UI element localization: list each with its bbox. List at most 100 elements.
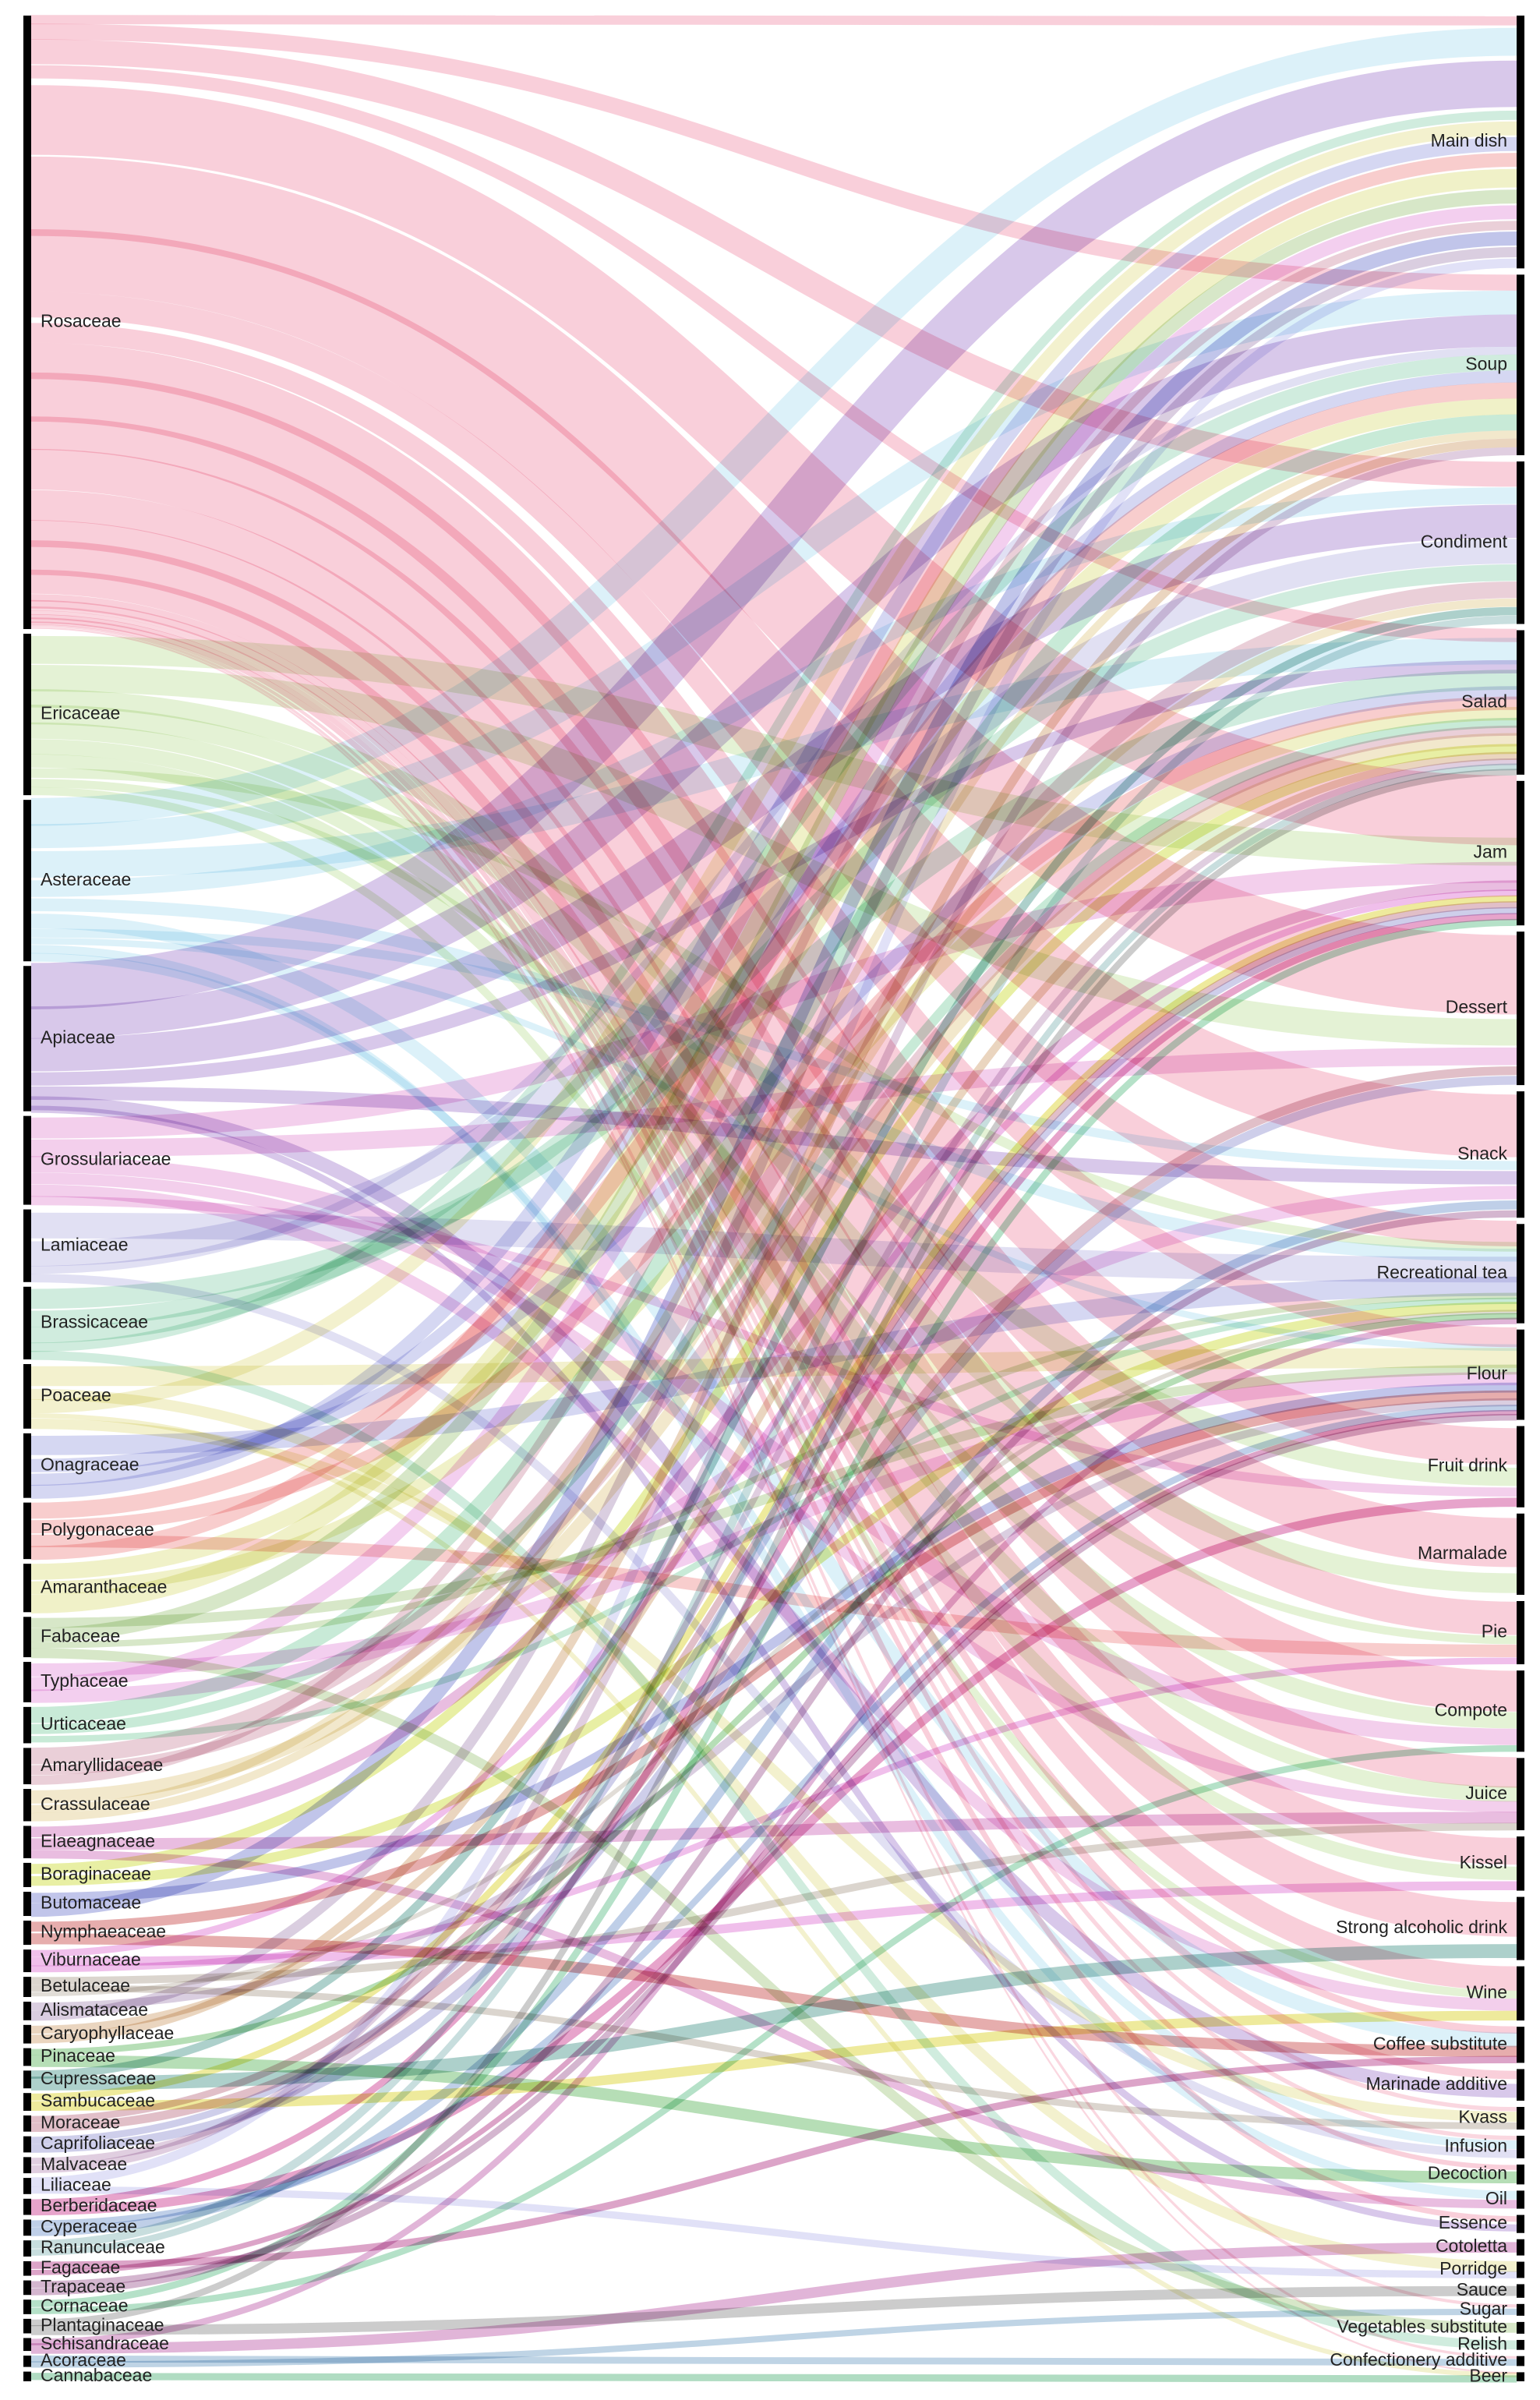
label-liliaceae: Liliaceae: [41, 2175, 111, 2195]
link-crassulaceae-to-salad: [30, 733, 1517, 1804]
label-fabaceae: Fabaceae: [41, 1625, 120, 1645]
label-boraginaceae: Boraginaceae: [41, 1864, 151, 1884]
node-rosaceae: [23, 16, 31, 630]
node-typhaceae: [23, 1662, 31, 1702]
label-poaceae: Poaceae: [41, 1384, 111, 1405]
node-grossulariaceae: [23, 1115, 31, 1205]
label-sambucaceae: Sambucaceae: [41, 2091, 155, 2111]
label-kvass: Kvass: [1458, 2107, 1507, 2127]
node-infusion: [1517, 2135, 1524, 2158]
link-typhaceae-to-main-dish: [30, 205, 1517, 1691]
link-sambucaceae-to-wine: [30, 2010, 1517, 2111]
link-onagraceae-to-main-dish: [30, 136, 1517, 1499]
link-butomaceae-to-main-dish: [30, 232, 1517, 1918]
label-relish: Relish: [1457, 2333, 1507, 2353]
link-fabaceae-to-main-dish: [30, 189, 1517, 1642]
link-plantaginaceae-to-sauce: [30, 2285, 1517, 2335]
label-porridge: Porridge: [1439, 2258, 1507, 2278]
link-viburnaceae-to-kissel: [30, 1881, 1517, 1967]
label-strong-alcoholic-drink: Strong alcoholic drink: [1336, 1917, 1507, 1937]
label-cotoletta: Cotoletta: [1436, 2236, 1507, 2256]
flow-links: [30, 15, 1517, 2383]
node-essence: [1517, 2214, 1524, 2233]
label-flour: Flour: [1467, 1363, 1508, 1384]
node-cornaceae: [23, 2299, 31, 2314]
node-polygonaceae: [23, 1502, 31, 1560]
label-nymphaeaceae: Nymphaeaceae: [41, 1921, 166, 1942]
label-cornaceae: Cornaceae: [41, 2296, 129, 2316]
link-sambucaceae-to-jam: [30, 895, 1517, 2101]
label-alismataceae: Alismataceae: [41, 1999, 148, 2020]
link-nymphaeaceae-to-flour: [30, 1390, 1517, 1932]
node-oil: [1517, 2190, 1524, 2209]
label-dessert: Dessert: [1446, 997, 1508, 1017]
node-condiment: [1517, 461, 1524, 624]
node-fabaceae: [23, 1617, 31, 1658]
label-decoction: Decoction: [1428, 2163, 1507, 2183]
node-marinade-additive: [1517, 2069, 1524, 2101]
label-sauce: Sauce: [1457, 2279, 1507, 2299]
link-fabaceae-to-recreational-tea: [30, 1292, 1517, 1649]
node-ranunculaceae: [23, 2240, 31, 2257]
node-recreational-tea: [1517, 1224, 1524, 1324]
node-crassulaceae: [23, 1789, 31, 1822]
node-liliaceae: [23, 2178, 31, 2194]
node-coffee-substitute: [1517, 2027, 1524, 2063]
node-boraginaceae: [23, 1862, 31, 1887]
label-soup: Soup: [1465, 353, 1507, 373]
node-caryophyllaceae: [23, 2024, 31, 2044]
link-butomaceae-to-flour: [30, 1382, 1517, 1903]
node-porridge: [1517, 2261, 1524, 2278]
label-essence: Essence: [1439, 2212, 1507, 2232]
node-trapaceae: [23, 2280, 31, 2296]
node-compote: [1517, 1670, 1524, 1752]
link-cannabaceae-to-beer: [30, 2373, 1517, 2383]
node-strong-alcoholic-drink: [1517, 1896, 1524, 1960]
label-caprifoliaceae: Caprifoliaceae: [41, 2133, 155, 2153]
node-ericaceae: [23, 634, 31, 796]
family-nodes: Rosaceae Ericaceae Asteraceae Apiaceae Gross…: [23, 16, 174, 2385]
link-poaceae-to-main-dish: [30, 121, 1517, 1414]
node-poaceae: [23, 1363, 31, 1429]
label-pinaceae: Pinaceae: [41, 2045, 115, 2066]
label-typhaceae: Typhaceae: [41, 1670, 129, 1691]
link-schisandraceae-to-recreational-tea: [30, 1317, 1517, 2345]
label-salad: Salad: [1461, 691, 1507, 711]
label-infusion: Infusion: [1444, 2136, 1507, 2156]
label-juice: Juice: [1465, 1783, 1507, 1803]
link-ranunculaceae-to-salad: [30, 763, 1517, 2257]
node-brassicaceae: [23, 1286, 31, 1359]
node-marmalade: [1517, 1513, 1524, 1596]
label-cupressaceae: Cupressaceae: [41, 2068, 156, 2088]
label-beer: Beer: [1469, 2365, 1507, 2385]
link-berberidaceae-to-jam: [30, 913, 1517, 2207]
node-onagraceae: [23, 1433, 31, 1498]
node-fruit-drink: [1517, 1426, 1524, 1508]
label-ericaceae: Ericaceae: [41, 703, 120, 723]
node-kvass: [1517, 2107, 1524, 2130]
link-caryophyllaceae-to-salad: [30, 751, 1517, 2034]
node-cannabaceae: [23, 2371, 31, 2381]
label-crassulaceae: Crassulaceae: [41, 1794, 150, 1814]
node-main-dish: [1517, 16, 1524, 269]
node-malvaceae: [23, 2157, 31, 2174]
label-onagraceae: Onagraceae: [41, 1454, 140, 1474]
node-sambucaceae: [23, 2093, 31, 2111]
label-rosaceae: Rosaceae: [41, 311, 122, 331]
node-pinaceae: [23, 2048, 31, 2066]
label-brassicaceae: Brassicaceae: [41, 1311, 148, 1331]
label-elaeagnaceae: Elaeagnaceae: [41, 1830, 155, 1850]
label-compote: Compote: [1435, 1699, 1507, 1720]
link-liliaceae-to-porridge: [30, 2186, 1517, 2278]
link-amaranthaceae-to-soup: [30, 398, 1517, 1580]
node-cotoletta: [1517, 2239, 1524, 2256]
link-pinaceae-to-recreational-tea: [30, 1313, 1517, 2055]
label-polygonaceae: Polygonaceae: [41, 1519, 154, 1539]
link-liliaceae-to-main-dish: [30, 258, 1517, 2187]
node-lamiaceae: [23, 1209, 31, 1282]
label-amaranthaceae: Amaranthaceae: [41, 1576, 167, 1596]
link-rosaceae-to-main-dish: [30, 15, 1517, 26]
node-apiaceae: [23, 966, 31, 1112]
link-cornaceae-to-jam: [30, 918, 1517, 2307]
